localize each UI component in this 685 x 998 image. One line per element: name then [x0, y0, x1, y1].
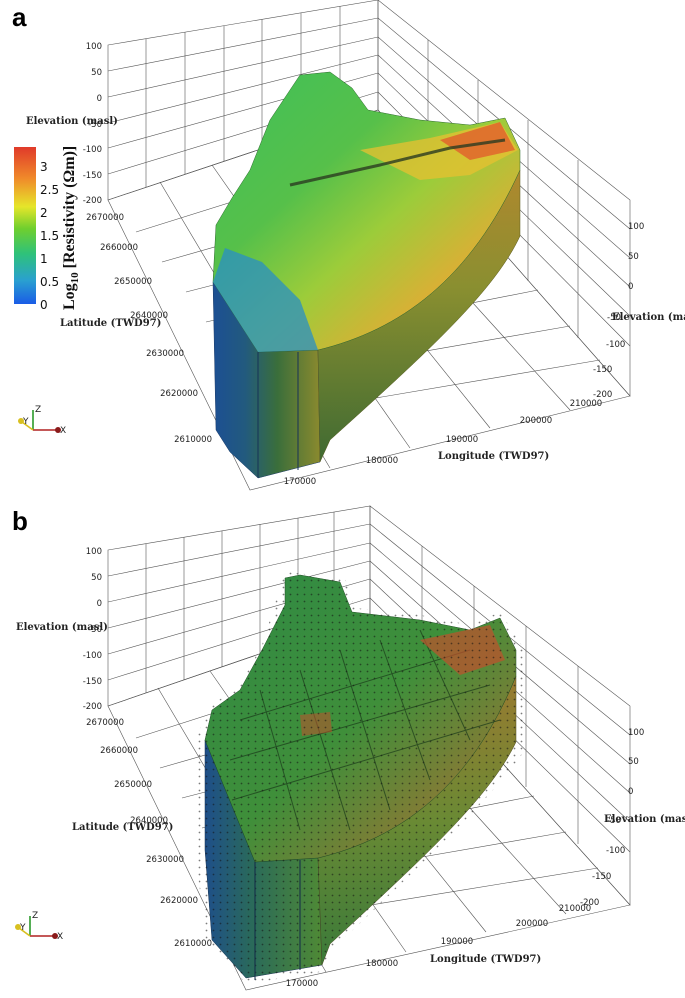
elevation-tick: 50	[628, 252, 639, 262]
latitude-axis-a: 2670000 2660000 2650000 2640000 2630000 …	[60, 213, 212, 445]
elevation-tick: 50	[628, 757, 639, 767]
elevation-tick: 0	[628, 787, 633, 797]
right-elevation-axis-b: 100 50 0 -50 -100 -150 -200 Elevation (m…	[580, 728, 685, 908]
latitude-axis-b: 2670000 2660000 2650000 2640000 2630000 …	[72, 718, 212, 949]
longitude-tick: 170000	[286, 979, 318, 989]
latitude-tick: 2630000	[146, 349, 184, 359]
colorbar-tick: 1.5	[40, 229, 59, 243]
longitude-tick: 170000	[284, 477, 316, 487]
resistivity-3d-plot-a: 100 50 0 -50 -100 -150 -200 Elevation (m…	[14, 0, 685, 491]
longitude-tick: 210000	[570, 399, 602, 409]
latitude-tick: 2610000	[174, 939, 212, 949]
latitude-tick: 2660000	[100, 243, 138, 253]
longitude-tick: 210000	[559, 904, 591, 914]
resistivity-3d-plot-b: 100 50 0 -50 -100 -150 -200 Elevation (m…	[15, 505, 685, 991]
left-elevation-axis-b: 100 50 0 -50 -100 -150 -200 Elevation (m…	[16, 547, 108, 712]
colorbar-tick: 2	[40, 206, 48, 220]
elevation-tick: 50	[91, 68, 102, 78]
elevation-tick: 0	[97, 599, 102, 609]
resistivity-volume-a	[212, 71, 521, 479]
colorbar-tick: 0	[40, 298, 48, 312]
elevation-tick: -50	[607, 816, 621, 826]
panel-letter: b	[12, 506, 28, 536]
elevation-tick: -100	[83, 651, 102, 661]
colorbar-tick: 1	[40, 252, 48, 266]
latitude-tick: 2610000	[174, 435, 212, 445]
elevation-tick: -200	[593, 390, 612, 400]
colorbar-tick: 2.5	[40, 183, 59, 197]
elevation-tick: -150	[593, 365, 612, 375]
longitude-tick: 200000	[516, 919, 548, 929]
triad-x-label: X	[60, 426, 66, 436]
colorbar: 0 0.5 1 1.5 2 2.5 3 Log10 [Resistivity (…	[14, 146, 81, 312]
longitude-tick: 200000	[520, 416, 552, 426]
elevation-tick: -50	[88, 625, 102, 635]
elevation-axis-title: Elevation (masl)	[16, 622, 108, 633]
orientation-triad-a: Z Y X	[18, 405, 66, 436]
latitude-tick: 2620000	[160, 389, 198, 399]
latitude-tick: 2640000	[130, 816, 168, 826]
latitude-tick: 2670000	[86, 718, 124, 728]
resistivity-volume-b	[195, 572, 525, 984]
latitude-axis-title: Latitude (TWD97)	[72, 822, 173, 833]
latitude-axis-title: Latitude (TWD97)	[60, 318, 161, 329]
latitude-tick: 2660000	[100, 746, 138, 756]
triad-y-label: Y	[22, 417, 29, 427]
triad-z-label: Z	[35, 405, 41, 415]
colorbar-tick: 3	[40, 160, 48, 174]
right-elevation-axis-title: Elevation (masl)	[612, 312, 685, 323]
elevation-tick: 100	[628, 728, 644, 738]
elevation-tick: -200	[83, 196, 102, 206]
latitude-tick: 2650000	[114, 780, 152, 790]
elevation-axis-title: Elevation (masl)	[26, 116, 118, 127]
elevation-tick: 0	[628, 282, 633, 292]
elevation-tick: 100	[86, 42, 102, 52]
right-elevation-axis-a: 100 50 0 -50 -100 -150 -200 Elevation (m…	[593, 222, 685, 400]
colorbar-gradient	[14, 147, 36, 304]
longitude-axis-title: Longitude (TWD97)	[430, 954, 541, 965]
latitude-tick: 2650000	[114, 277, 152, 287]
elevation-tick: -200	[83, 702, 102, 712]
longitude-tick: 180000	[366, 456, 398, 466]
colorbar-tick: 0.5	[40, 275, 59, 289]
latitude-tick: 2630000	[146, 855, 184, 865]
elevation-tick: -50	[607, 313, 621, 323]
longitude-tick: 180000	[366, 959, 398, 969]
longitude-axis-title: Longitude (TWD97)	[438, 451, 549, 462]
triad-z-label: Z	[32, 911, 38, 921]
orientation-triad-b: Z Y X	[15, 911, 63, 942]
right-elevation-axis-title: Elevation (masl)	[604, 814, 685, 825]
elevation-tick: 50	[91, 573, 102, 583]
panel-letter: a	[12, 2, 27, 32]
latitude-tick: 2670000	[86, 213, 124, 223]
elevation-tick: -150	[592, 872, 611, 882]
elevation-tick: -100	[606, 846, 625, 856]
longitude-tick: 190000	[446, 435, 478, 445]
left-elevation-axis-a: 100 50 0 -50 -100 -150 -200 Elevation (m…	[26, 42, 118, 206]
colorbar-title: Log10 [Resistivity (Ωm)]	[61, 146, 81, 310]
elevation-tick: -100	[606, 340, 625, 350]
latitude-tick: 2620000	[160, 896, 198, 906]
elevation-tick: 100	[86, 547, 102, 557]
triad-y-label: Y	[19, 923, 26, 933]
elevation-tick: -100	[83, 145, 102, 155]
elevation-tick: 100	[628, 222, 644, 232]
elevation-tick: -50	[88, 120, 102, 130]
latitude-tick: 2640000	[130, 311, 168, 321]
longitude-axis-a: 170000 180000 190000 200000 210000 Longi…	[284, 399, 602, 487]
panel-b: b	[0, 500, 685, 998]
panel-a: a	[0, 0, 685, 496]
elevation-tick: -200	[580, 898, 599, 908]
elevation-tick: -150	[83, 677, 102, 687]
triad-x-label: X	[57, 932, 63, 942]
longitude-tick: 190000	[441, 937, 473, 947]
elevation-tick: -150	[83, 171, 102, 181]
longitude-axis-b: 170000 180000 190000 200000 210000 Longi…	[286, 904, 591, 989]
elevation-tick: 0	[97, 94, 102, 104]
